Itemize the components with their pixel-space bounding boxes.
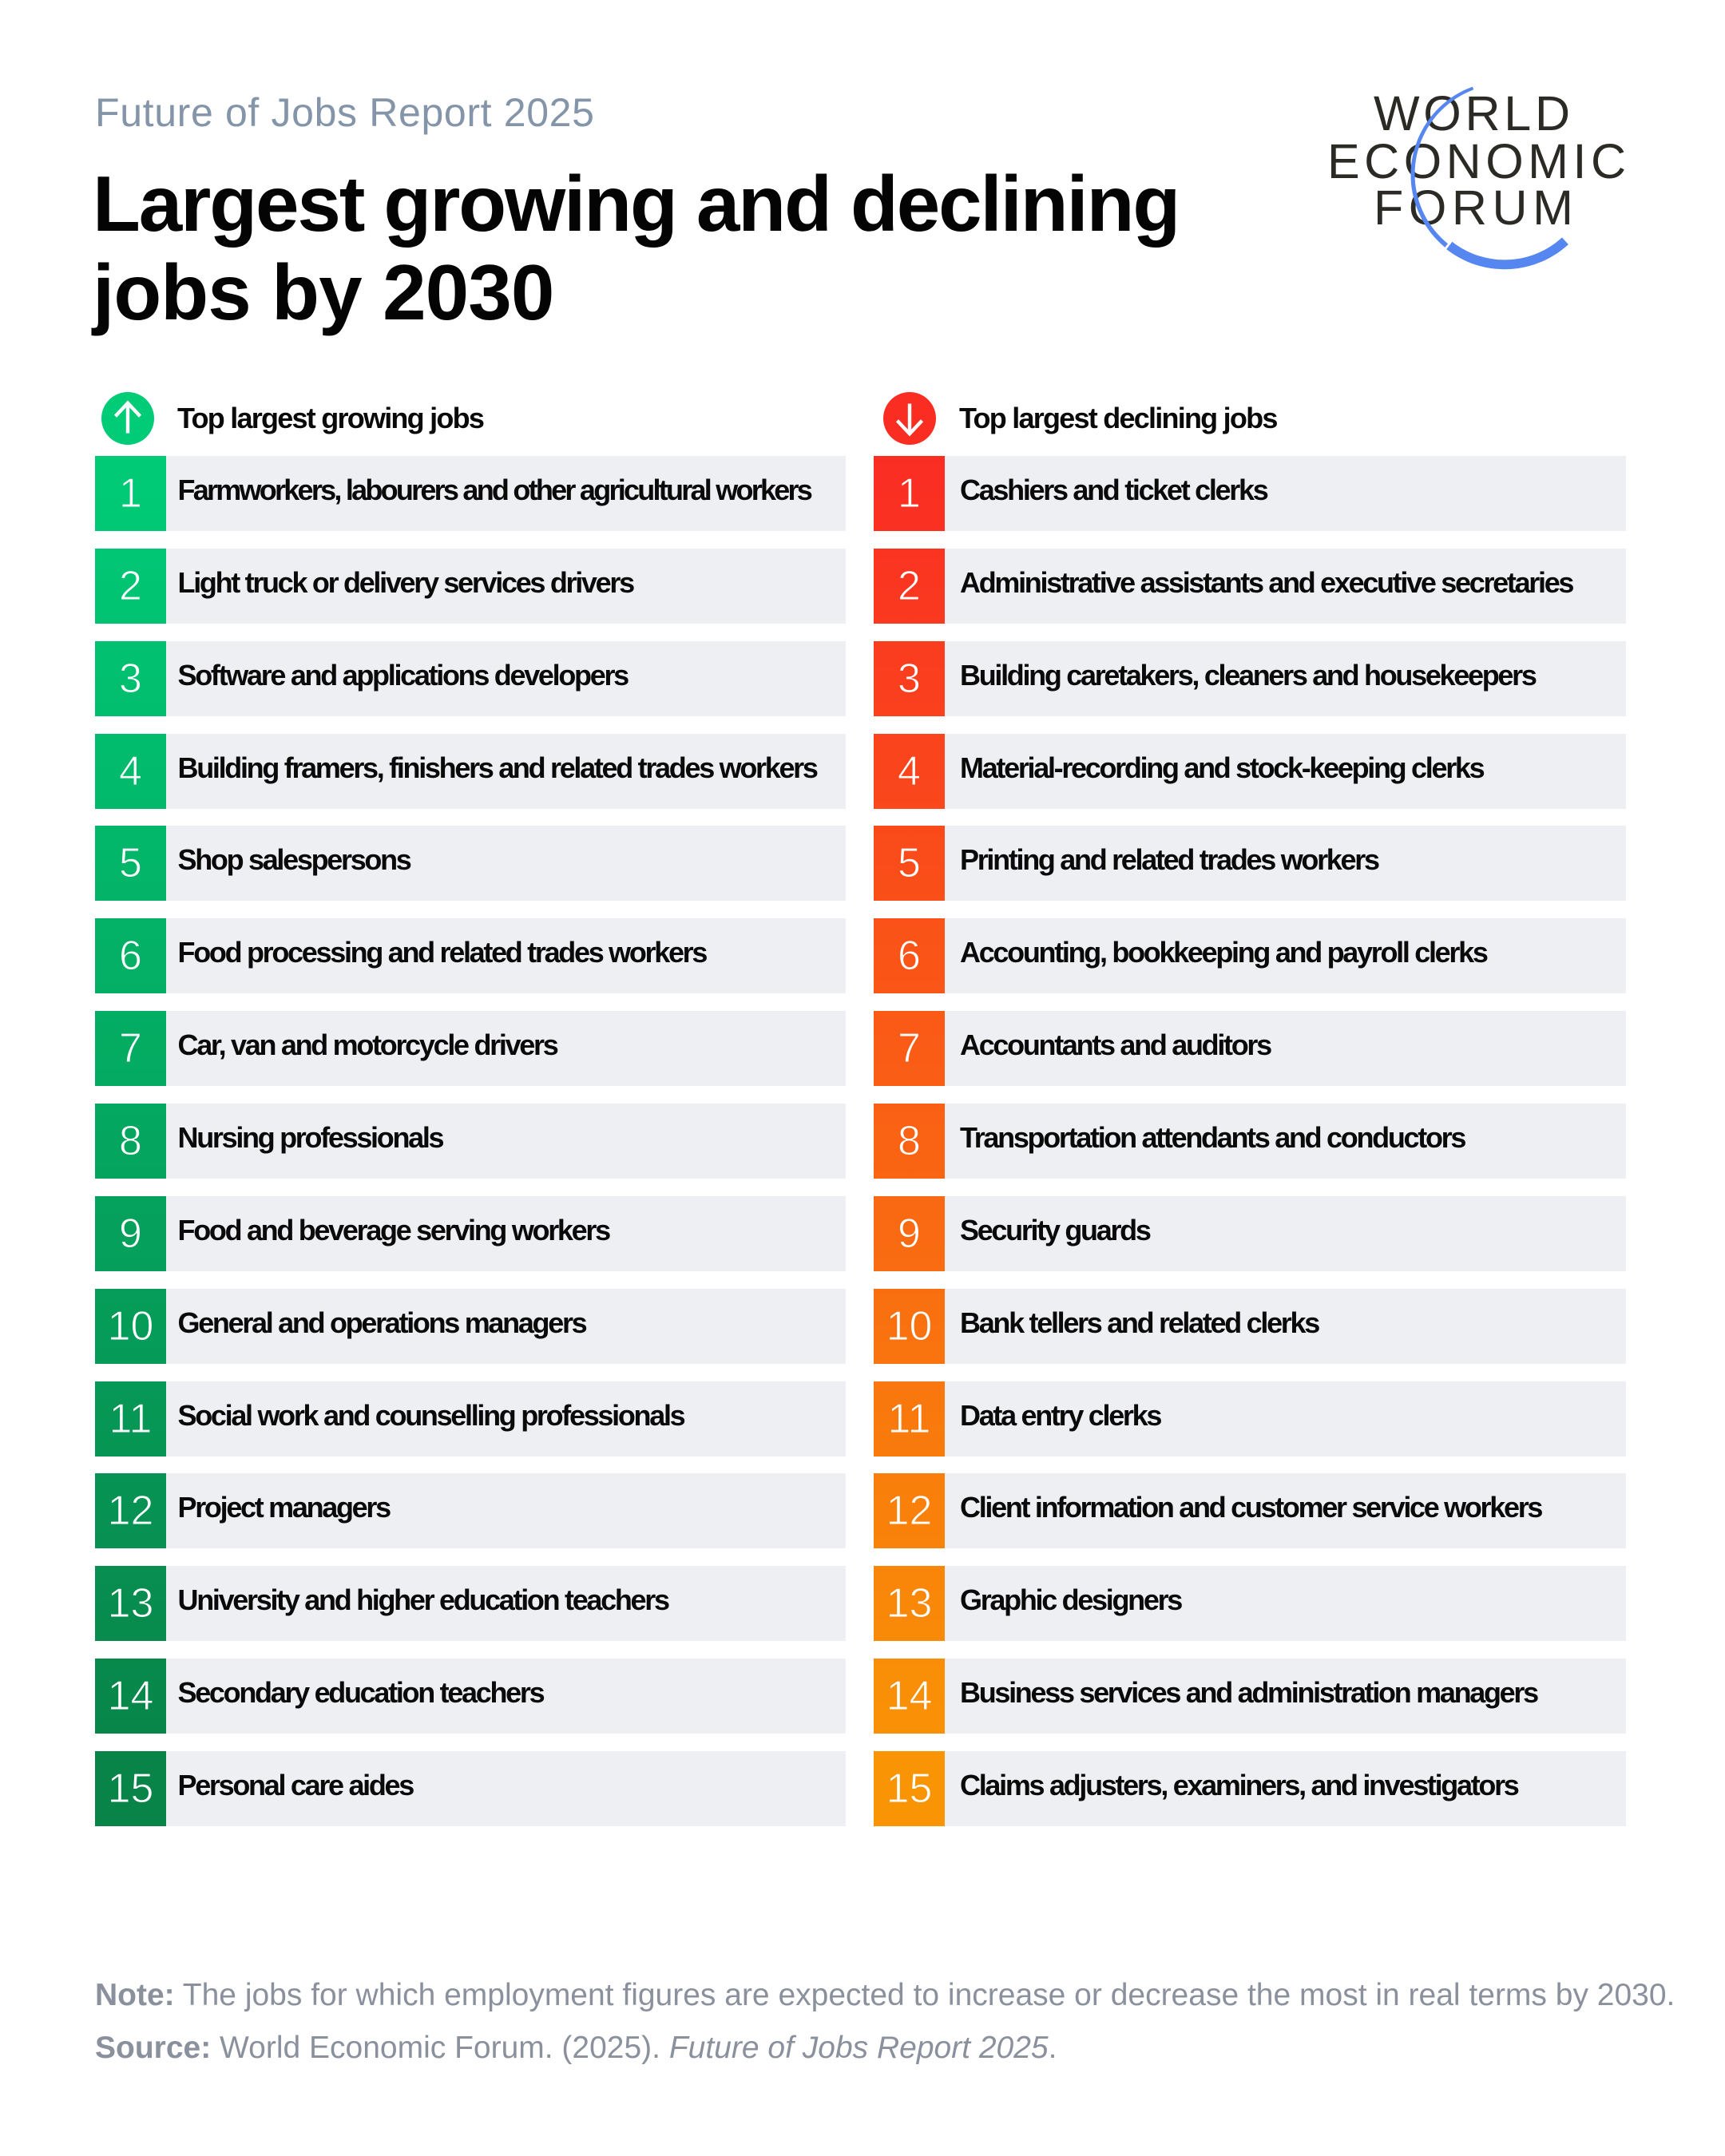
svg-text:WORLD: WORLD: [1374, 86, 1570, 141]
svg-text:ECONOMIC: ECONOMIC: [1327, 134, 1626, 188]
svg-text:FORUM: FORUM: [1374, 180, 1573, 235]
